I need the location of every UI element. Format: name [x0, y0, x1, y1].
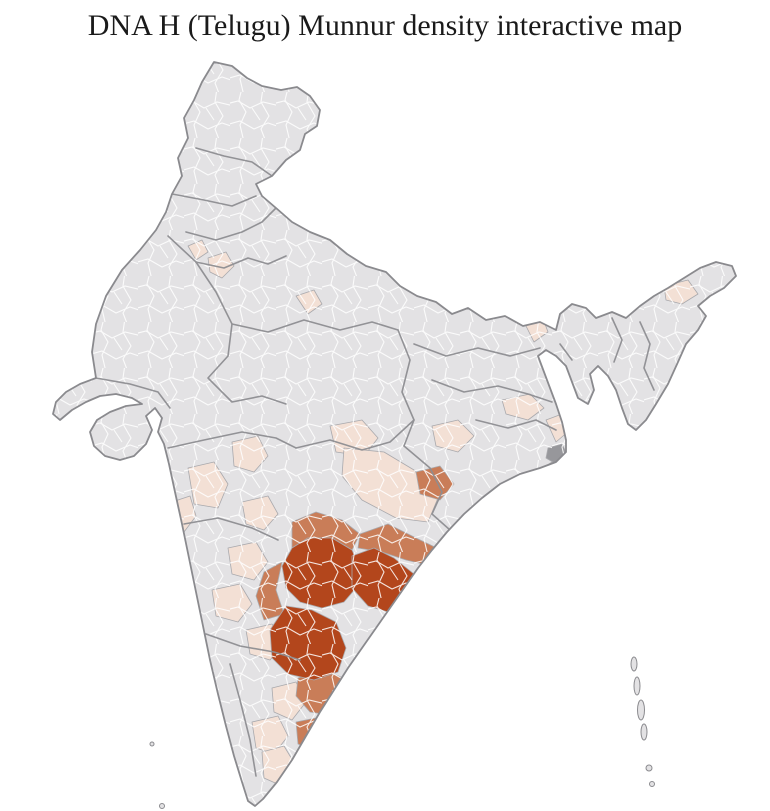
map-body[interactable] [30, 50, 750, 811]
island[interactable] [630, 656, 638, 672]
island[interactable] [633, 676, 641, 696]
island[interactable] [637, 699, 645, 721]
island[interactable] [159, 803, 165, 809]
island[interactable] [649, 781, 655, 787]
island[interactable] [640, 723, 648, 741]
island[interactable] [149, 741, 155, 747]
island[interactable] [645, 764, 653, 772]
state-boundaries [95, 147, 655, 777]
page-title: DNA H (Telugu) Munnur density interactiv… [87, 9, 683, 42]
india-outline [52, 61, 737, 807]
islands[interactable] [149, 656, 655, 809]
district-borders-overlay [53, 62, 736, 806]
